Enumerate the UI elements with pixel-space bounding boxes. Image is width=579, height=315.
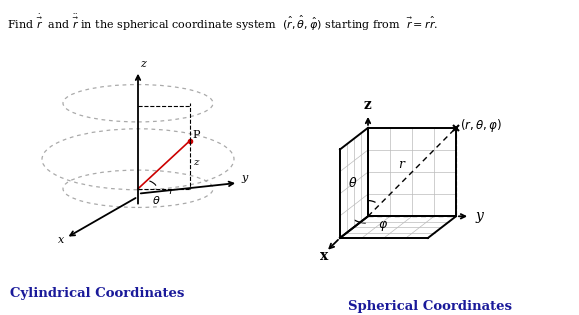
Text: z: z <box>193 158 199 167</box>
Text: x: x <box>58 235 64 245</box>
Text: x: x <box>320 249 328 263</box>
Text: y: y <box>476 209 484 223</box>
Text: z: z <box>363 98 371 112</box>
Text: Spherical Coordinates: Spherical Coordinates <box>348 300 512 313</box>
Text: Cylindrical Coordinates: Cylindrical Coordinates <box>10 287 184 300</box>
Text: $\varphi$: $\varphi$ <box>378 219 388 233</box>
Text: Find $\dot{\vec{r}}$  and $\ddot{\vec{r}}$ in the spherical coordinate system  $: Find $\dot{\vec{r}}$ and $\ddot{\vec{r}}… <box>7 13 438 33</box>
Text: $(r, \theta, \varphi)$: $(r, \theta, \varphi)$ <box>460 117 502 134</box>
Text: y: y <box>241 173 247 183</box>
Text: r: r <box>168 187 173 196</box>
Text: P: P <box>192 130 200 140</box>
Text: z: z <box>140 59 146 69</box>
Text: r: r <box>398 158 404 171</box>
Text: $\theta$: $\theta$ <box>348 176 357 190</box>
Text: $\theta$: $\theta$ <box>152 193 160 205</box>
